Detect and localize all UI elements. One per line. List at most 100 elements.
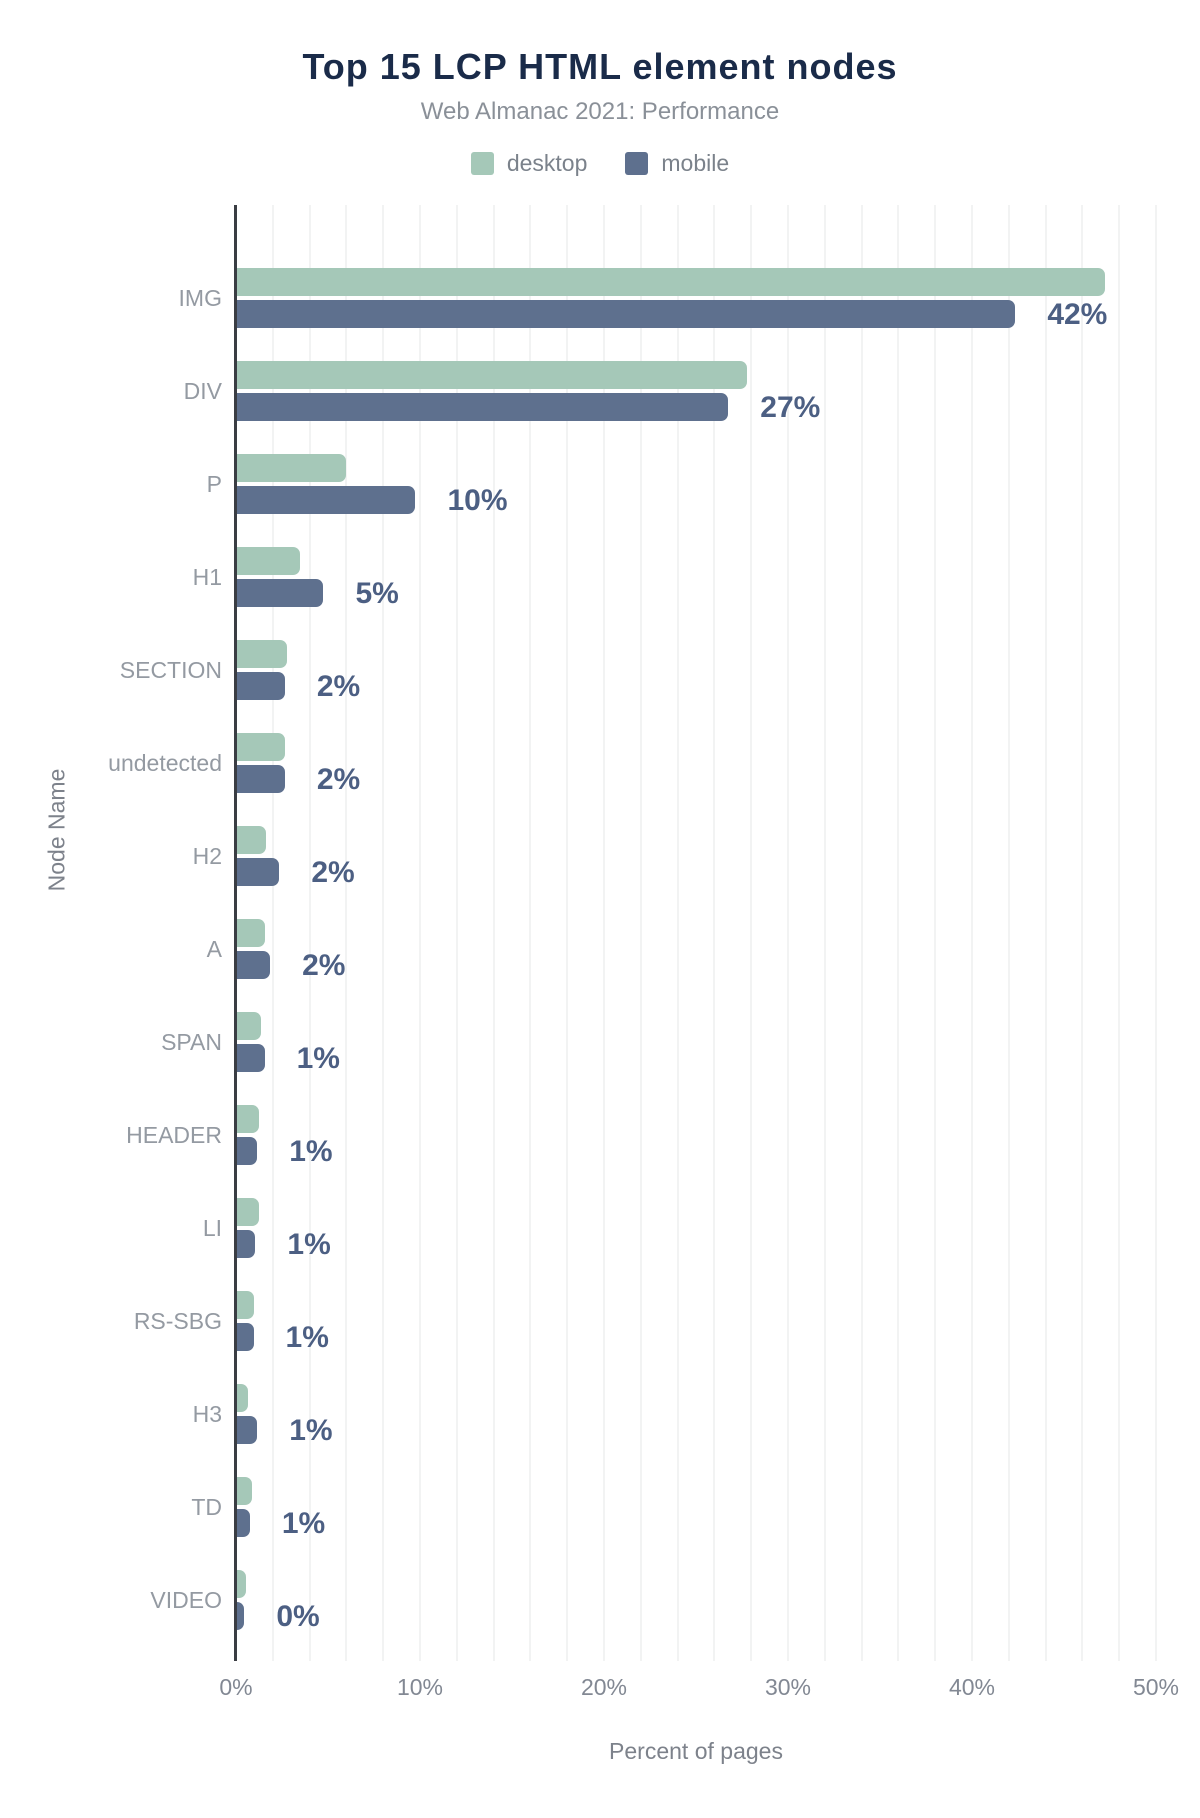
category-label: TD (191, 1493, 222, 1520)
chart-title: Top 15 LCP HTML element nodes (302, 46, 898, 87)
legend-label-mobile: mobile (661, 150, 730, 176)
value-label: 1% (285, 1320, 329, 1354)
x-axis-title: Percent of pages (609, 1738, 783, 1764)
legend-swatch-mobile-icon (625, 152, 649, 175)
gridline (455, 205, 458, 1661)
category-label: HEADER (126, 1121, 222, 1148)
bar-mobile (237, 299, 1016, 328)
category-label: undetected (108, 749, 222, 776)
gridline (897, 205, 900, 1661)
bar-desktop (237, 360, 747, 389)
bar-desktop (237, 918, 265, 947)
value-label: 1% (289, 1134, 333, 1168)
category-label: VIDEO (150, 1586, 222, 1613)
bar-desktop (237, 267, 1106, 296)
gridline (971, 205, 973, 1661)
y-axis-line (234, 205, 237, 1661)
bar-desktop (237, 1011, 261, 1040)
bar-mobile (237, 1322, 254, 1351)
bar-mobile (237, 950, 271, 979)
bar-desktop (237, 1290, 254, 1319)
category-label: RS-SBG (133, 1307, 222, 1334)
gridline (1081, 205, 1084, 1661)
gridline (787, 205, 789, 1661)
gridline (639, 205, 642, 1661)
x-tick-label: 50% (1132, 1674, 1180, 1700)
value-label: 0% (276, 1599, 320, 1633)
value-label: 10% (447, 483, 508, 517)
value-label: 2% (302, 948, 346, 982)
gridline (1118, 205, 1121, 1661)
bar-desktop (237, 639, 287, 668)
gridline (603, 205, 605, 1661)
bar-desktop (237, 1476, 252, 1505)
bar-mobile (237, 671, 285, 700)
x-tick-label: 0% (219, 1674, 253, 1700)
category-label: SPAN (161, 1028, 222, 1055)
bar-desktop (237, 825, 267, 854)
gridline (1007, 205, 1010, 1661)
x-tick-label: 30% (764, 1674, 812, 1700)
bar-mobile (237, 1415, 258, 1444)
bar-mobile (237, 1136, 258, 1165)
category-label: H3 (192, 1400, 222, 1427)
y-axis-title: Node Name (43, 768, 70, 892)
bar-desktop (237, 546, 300, 575)
bar-mobile (237, 485, 416, 514)
chart-subtitle: Web Almanac 2021: Performance (420, 98, 780, 125)
gridline (345, 205, 348, 1661)
value-label: 42% (1047, 297, 1108, 331)
value-label: 5% (355, 576, 399, 610)
bar-mobile (237, 764, 285, 793)
gridline (419, 205, 421, 1661)
gridline (676, 205, 679, 1661)
legend-swatch-desktop-icon (470, 152, 494, 175)
x-tick-label: 20% (580, 1674, 628, 1700)
legend-item-mobile: mobile (625, 150, 729, 177)
bar-desktop (237, 1104, 260, 1133)
gridline (1044, 205, 1047, 1661)
category-label: P (206, 470, 222, 497)
bar-desktop (237, 1383, 249, 1412)
category-label: DIV (183, 377, 222, 404)
gridline (566, 205, 569, 1661)
bar-mobile (237, 857, 280, 886)
legend-item-desktop: desktop (470, 150, 588, 177)
value-label: 1% (289, 1413, 333, 1447)
bar-desktop (237, 732, 285, 761)
gridline (860, 205, 863, 1661)
bar-mobile (237, 1508, 250, 1537)
value-label: 2% (311, 855, 355, 889)
category-label: SECTION (119, 656, 222, 683)
bar-desktop (237, 1197, 260, 1226)
category-label: LI (202, 1214, 222, 1241)
legend-label-desktop: desktop (506, 150, 588, 176)
bar-mobile (237, 392, 729, 421)
value-label: 27% (760, 390, 821, 424)
x-tick-label: 10% (396, 1674, 444, 1700)
bar-desktop (237, 1569, 247, 1598)
gridline (492, 205, 495, 1661)
gridline (823, 205, 826, 1661)
value-label: 1% (296, 1041, 340, 1075)
value-label: 1% (287, 1227, 331, 1261)
bar-mobile (237, 578, 324, 607)
bar-mobile (237, 1043, 265, 1072)
value-label: 2% (316, 669, 361, 703)
category-label: IMG (178, 284, 222, 311)
value-label: 2% (316, 762, 361, 796)
gridline (529, 205, 532, 1661)
bar-mobile (237, 1229, 256, 1258)
x-tick-label: 40% (948, 1674, 996, 1700)
gridline (271, 205, 274, 1661)
bar-mobile (237, 1601, 245, 1630)
category-label: H1 (192, 563, 222, 590)
gridline (308, 205, 311, 1661)
category-label: H2 (192, 842, 222, 869)
gridline (1155, 205, 1157, 1661)
gridline (713, 205, 716, 1661)
gridline (934, 205, 937, 1661)
value-label: 1% (281, 1506, 326, 1540)
category-label: A (206, 935, 222, 962)
